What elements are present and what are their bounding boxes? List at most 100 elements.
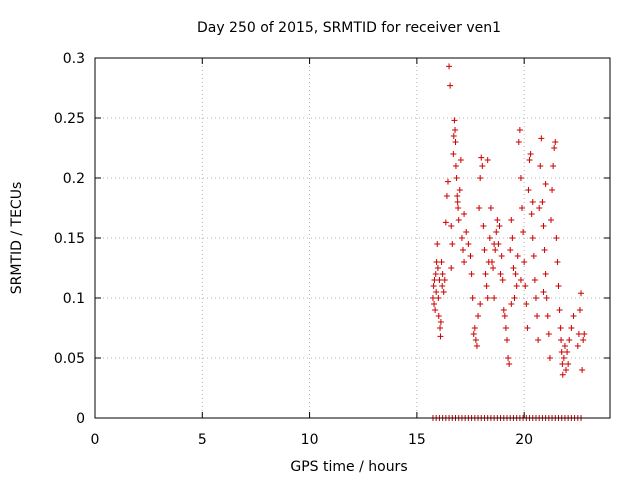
data-point [517, 175, 524, 181]
data-point [540, 223, 547, 229]
data-point [541, 247, 548, 253]
y-axis-label: SRMTID / TECUs [9, 182, 25, 295]
data-point [559, 371, 566, 378]
data-point [436, 277, 443, 283]
data-point [463, 229, 470, 235]
data-point [477, 175, 484, 181]
data-point [487, 205, 494, 211]
data-point [564, 349, 571, 355]
data-point [549, 187, 556, 193]
data-point [451, 117, 458, 124]
data-point [441, 277, 448, 283]
data-point [491, 241, 498, 247]
data-point [517, 277, 524, 283]
data-point [559, 361, 566, 367]
data-point [444, 178, 451, 185]
x-tick-label: 0 [91, 432, 100, 448]
ticks: 0 0.05 0.1 0.15 0.2 0.25 0.3 0 5 10 15 20 [54, 51, 610, 448]
data-point [432, 271, 439, 277]
data-point [542, 271, 549, 277]
data-point [479, 163, 486, 169]
data-point [496, 223, 503, 229]
data-point [499, 277, 506, 283]
x-tick-label: 20 [515, 432, 533, 448]
data-point [505, 355, 512, 361]
data-point [536, 205, 543, 211]
data-point [529, 235, 536, 241]
data-point [574, 343, 581, 349]
data-point [579, 367, 586, 373]
data-point [452, 139, 459, 145]
data-point [443, 193, 450, 199]
data-point [465, 241, 472, 247]
data-point [508, 301, 515, 307]
data-point [453, 175, 460, 181]
data-point [482, 271, 489, 277]
data-point [446, 63, 453, 70]
x-tick-label: 5 [198, 432, 207, 448]
data-point [525, 187, 532, 193]
data-point [439, 283, 446, 289]
data-point [568, 325, 575, 331]
data-point [440, 289, 447, 295]
data-point [454, 199, 461, 205]
data-point [450, 151, 457, 157]
data-point [497, 271, 504, 277]
x-tick-label: 15 [408, 432, 426, 448]
data-point [531, 277, 538, 283]
data-point [558, 349, 565, 355]
data-point [508, 217, 515, 223]
data-point [553, 235, 560, 241]
data-point [484, 295, 491, 301]
data-point [529, 199, 536, 205]
data-point [510, 265, 517, 271]
data-point [439, 271, 446, 277]
data-point [437, 325, 444, 331]
data-point [461, 259, 468, 265]
data-point [448, 223, 455, 229]
data-point [547, 217, 554, 223]
data-point [502, 325, 509, 331]
data-point [501, 313, 508, 319]
data-point [435, 295, 442, 301]
data-point [526, 157, 533, 163]
data-point [504, 337, 510, 343]
data-point [430, 283, 437, 289]
data-point [523, 301, 530, 307]
data-point [457, 157, 464, 163]
data-point [442, 219, 449, 226]
data-point [514, 253, 521, 259]
data-markers [429, 63, 588, 421]
data-point [534, 313, 541, 319]
y-tick-label: 0.25 [54, 111, 85, 127]
data-point [468, 271, 475, 277]
data-point [500, 307, 507, 313]
data-point [492, 247, 499, 253]
data-point [530, 253, 537, 259]
data-point [437, 319, 444, 325]
data-point [515, 139, 522, 145]
data-point [542, 181, 549, 187]
data-point [543, 295, 550, 301]
data-point [576, 307, 583, 313]
data-point [475, 313, 482, 319]
data-point [520, 229, 527, 235]
data-point [516, 127, 523, 133]
data-point [552, 139, 559, 145]
data-point [433, 289, 440, 295]
data-point [498, 253, 505, 259]
data-point [580, 337, 587, 343]
data-point [522, 283, 529, 289]
data-point [532, 295, 539, 301]
data-point [488, 259, 495, 265]
data-point [550, 163, 557, 169]
data-point [434, 241, 441, 247]
data-point [561, 343, 568, 349]
data-point [460, 247, 467, 253]
data-point [563, 367, 570, 373]
data-point [448, 265, 455, 271]
data-point [477, 301, 484, 307]
data-point [528, 211, 535, 217]
data-point [450, 133, 457, 139]
